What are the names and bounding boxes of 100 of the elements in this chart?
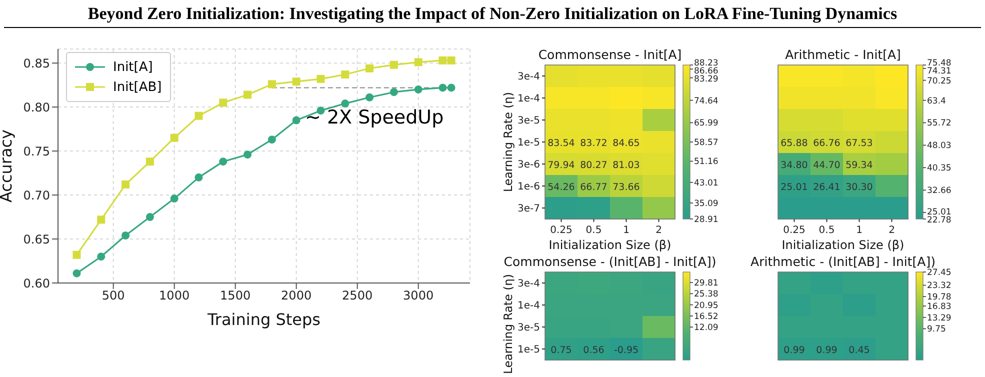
point — [292, 78, 300, 86]
data-label: 84.65 — [612, 138, 640, 149]
point — [438, 84, 447, 92]
y-tick-label: 1e-6 — [518, 182, 540, 192]
point — [268, 80, 276, 88]
point — [438, 56, 447, 64]
point — [170, 194, 178, 203]
data-label: 34.80 — [780, 160, 808, 171]
point — [122, 180, 130, 188]
point — [219, 98, 228, 107]
data-label: 25.01 — [780, 182, 808, 193]
y-tick-label: 1e-4 — [518, 300, 540, 312]
data-label: 0.99 — [816, 345, 838, 356]
color-bar-label: 12.09 — [694, 323, 718, 334]
y-axis-title: Accuracy — [0, 129, 16, 203]
x-tick-label: 0.5 — [586, 225, 602, 236]
y-tick-label: 0.75 — [23, 144, 50, 158]
point — [341, 70, 350, 79]
x-tick-label: 0.25 — [550, 225, 572, 236]
point — [447, 84, 456, 92]
y-tick-label: 0.60 — [23, 276, 50, 290]
color-bar-label: 58.57 — [694, 138, 718, 148]
color-bar-label: 63.4 — [927, 96, 946, 106]
y-tick-label: 3e-4 — [518, 278, 540, 290]
point — [194, 173, 203, 182]
x-tick-label: 2500 — [342, 288, 373, 303]
color-bar-label: 48.03 — [927, 141, 952, 152]
data-label: 59.34 — [846, 160, 873, 171]
data-label: 83.72 — [580, 138, 608, 149]
x-tick-label: 2 — [888, 225, 895, 236]
annotation: ~ 2X SpeedUp — [305, 106, 444, 129]
point — [97, 252, 106, 261]
point — [390, 60, 398, 69]
point — [316, 106, 325, 115]
point — [97, 216, 106, 224]
y-tick-label: 3e-7 — [518, 204, 540, 214]
color-bar-label: 70.25 — [927, 76, 952, 86]
chart-title: Commonsense - Init[A] — [538, 47, 682, 62]
color-bar-label: 27.45 — [927, 268, 952, 278]
x-tick-label: 1 — [623, 225, 630, 236]
y-tick-label: 3e-5 — [518, 322, 540, 334]
color-bar-label: 43.01 — [694, 178, 718, 188]
color-bar-label: 29.81 — [694, 278, 718, 289]
point — [146, 213, 154, 222]
y-axis-title: Learning Rate (η) — [501, 92, 515, 192]
data-label: 30.30 — [846, 182, 873, 193]
y-tick-label: 0.65 — [23, 232, 50, 246]
x-tick-label: 1000 — [159, 288, 190, 303]
data-label: 54.26 — [548, 182, 575, 193]
y-tick-label: 1e-4 — [518, 94, 540, 104]
point — [194, 112, 203, 120]
point — [390, 88, 398, 96]
color-bar-label: 16.83 — [927, 302, 952, 312]
point — [414, 85, 422, 94]
color-bar-label: 65.99 — [694, 118, 718, 129]
color-bar-label: 83.29 — [694, 74, 718, 85]
x-axis-title: Training Steps — [206, 310, 320, 329]
y-tick-label: 3e-6 — [518, 160, 540, 170]
point — [146, 158, 154, 166]
y-tick-label: 1e-5 — [518, 138, 540, 148]
x-tick-label: 0.25 — [783, 225, 806, 236]
x-axis-title: Initialization Size (β) — [548, 238, 672, 252]
y-tick-label: 0.85 — [23, 56, 50, 70]
color-bar-label: 23.32 — [927, 281, 952, 292]
y-tick-label: 3e-4 — [518, 72, 540, 82]
x-axis-title: Initialization Size (β) — [782, 238, 904, 252]
y-tick-label: 0.70 — [23, 188, 50, 202]
color-bar-label: 74.64 — [694, 96, 718, 106]
color-bar-label: 20.95 — [694, 300, 718, 311]
point — [244, 90, 252, 99]
x-tick-label: 2000 — [281, 288, 312, 303]
point — [366, 64, 374, 72]
point — [219, 158, 228, 166]
point — [72, 250, 81, 259]
x-tick-label: 1 — [856, 225, 862, 236]
legend-label: Init[A] — [113, 60, 153, 74]
point — [122, 231, 130, 240]
y-tick-label: 1e-5 — [518, 344, 540, 356]
data-label: 65.88 — [780, 138, 808, 149]
point — [268, 136, 276, 144]
color-bar-label: 35.09 — [694, 198, 718, 209]
color-bar-label: 51.16 — [694, 157, 718, 168]
data-label: 26.41 — [813, 182, 840, 193]
data-label: 67.53 — [846, 138, 873, 149]
data-label: 83.54 — [548, 138, 575, 149]
data-label: 81.03 — [612, 160, 640, 171]
data-label: 0.45 — [848, 345, 870, 356]
chart-title: Arithmetic - Init[A] — [785, 47, 901, 62]
x-tick-label: 2 — [656, 225, 662, 236]
data-label: 0.75 — [550, 345, 572, 356]
point — [292, 116, 300, 124]
data-label: 66.76 — [813, 138, 840, 149]
data-label: 0.99 — [784, 345, 805, 356]
data-label: 44.70 — [813, 160, 840, 171]
chart-title: Arithmetic - (Init[AB] - Init[A]) — [750, 254, 936, 269]
point — [170, 134, 178, 142]
data-label: 0.56 — [583, 345, 604, 356]
color-bar-label: 74.31 — [927, 66, 952, 77]
point — [366, 93, 374, 102]
y-tick-label: 0.80 — [23, 100, 50, 114]
